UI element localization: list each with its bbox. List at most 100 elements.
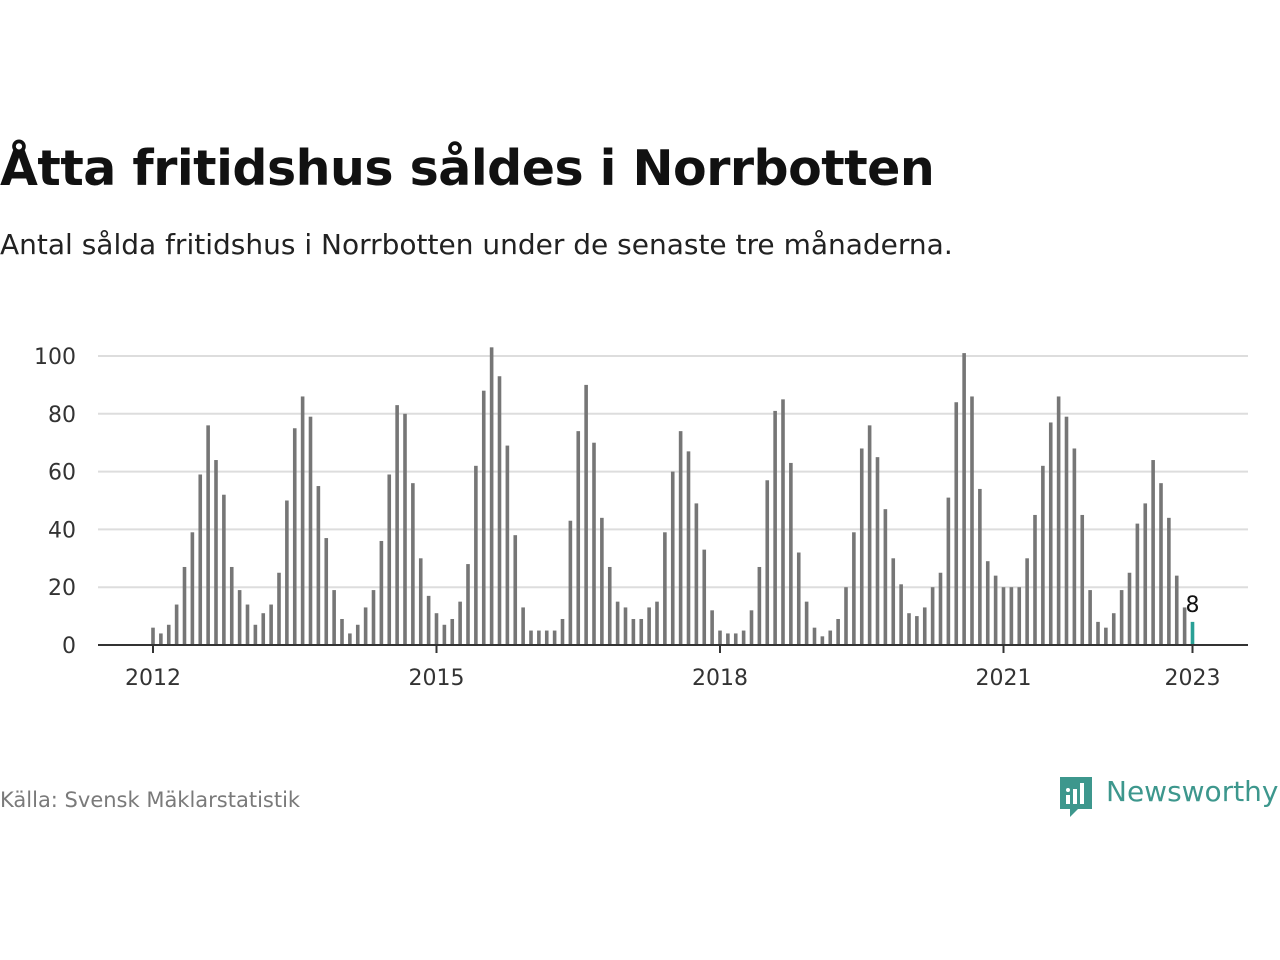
bar <box>749 610 754 645</box>
bar <box>544 630 549 645</box>
bar <box>151 627 155 645</box>
bar <box>529 630 533 645</box>
bar <box>615 601 620 645</box>
bar <box>229 566 234 645</box>
bar <box>458 601 462 645</box>
bar <box>883 509 888 645</box>
bar <box>1041 465 1045 645</box>
bar <box>1048 422 1053 645</box>
brand-logo: Newsworthy <box>1058 773 1279 819</box>
bar <box>497 376 502 645</box>
bar-chart: 0 20 40 60 80 100 8 2012 2015 2018 2021 2023 <box>34 345 1248 691</box>
bar <box>222 494 226 645</box>
bar <box>962 353 966 645</box>
source-note: Källa: Svensk Mäklarstatistik <box>0 788 301 812</box>
bar <box>552 630 557 645</box>
bar <box>804 601 809 645</box>
bar <box>592 442 596 645</box>
bar <box>300 396 305 645</box>
bar <box>985 561 990 645</box>
bar <box>332 590 336 645</box>
bar <box>631 618 636 645</box>
bar <box>1009 587 1014 645</box>
bar <box>852 532 856 645</box>
bar <box>1119 590 1124 645</box>
bar <box>1033 514 1037 645</box>
bar <box>1135 523 1140 645</box>
bar <box>978 488 982 645</box>
bar <box>584 384 588 645</box>
bar <box>1151 460 1155 645</box>
bar <box>915 616 919 645</box>
bar <box>820 636 825 645</box>
bar <box>434 613 439 645</box>
bar <box>395 405 399 645</box>
bar <box>466 564 470 645</box>
bar <box>946 497 951 645</box>
bar <box>348 633 352 645</box>
bar <box>214 460 218 645</box>
bar <box>316 486 321 645</box>
bar <box>560 618 565 645</box>
last-value-label: 8 <box>1186 593 1200 618</box>
bar <box>308 416 313 645</box>
bar <box>600 517 604 645</box>
y-tick-label: 100 <box>34 345 76 370</box>
bar <box>702 549 707 645</box>
bar <box>663 532 667 645</box>
bar <box>1025 558 1029 645</box>
bar <box>922 607 927 645</box>
bar <box>285 500 289 645</box>
x-tick-label: 2012 <box>125 666 181 691</box>
bar <box>1174 575 1179 645</box>
bar <box>875 457 880 645</box>
bar <box>733 633 738 645</box>
bar <box>1088 590 1092 645</box>
chart-title: Åtta fritidshus såldes i Norrbotten <box>0 140 935 197</box>
x-tick-label: 2018 <box>692 666 748 691</box>
bar <box>836 618 840 645</box>
x-tick-label: 2015 <box>409 666 465 691</box>
bar <box>489 347 494 645</box>
bar <box>970 396 974 645</box>
x-tick-label: 2023 <box>1165 666 1221 691</box>
bar <box>442 624 447 645</box>
bar <box>694 503 699 645</box>
bar <box>190 532 195 645</box>
bar <box>781 399 785 645</box>
bar <box>379 540 384 645</box>
bar <box>505 445 510 645</box>
bar <box>954 402 959 645</box>
bar <box>324 538 329 645</box>
bar <box>1104 627 1108 645</box>
bar <box>710 610 714 645</box>
bar <box>474 465 478 645</box>
bar <box>1159 483 1163 645</box>
bar <box>938 572 943 645</box>
bar <box>607 566 612 645</box>
bars <box>151 347 1195 645</box>
bar <box>1017 587 1022 645</box>
bar <box>568 520 573 645</box>
bar <box>418 558 423 645</box>
bar <box>363 607 368 645</box>
bar <box>513 535 518 645</box>
bar <box>537 630 541 645</box>
bar <box>993 575 998 645</box>
highlighted-bar <box>1190 621 1195 645</box>
bar <box>1127 572 1132 645</box>
bar <box>371 590 376 645</box>
bar <box>1167 517 1171 645</box>
bar <box>159 633 163 645</box>
y-tick-label: 20 <box>48 576 76 601</box>
bar <box>1072 448 1077 645</box>
bar <box>718 630 722 645</box>
bar <box>655 601 659 645</box>
bar <box>765 480 770 645</box>
bar <box>757 566 762 645</box>
bar <box>1001 587 1006 645</box>
bar <box>481 390 486 645</box>
bar <box>647 607 651 645</box>
bar <box>253 624 258 645</box>
bar <box>1143 503 1148 645</box>
